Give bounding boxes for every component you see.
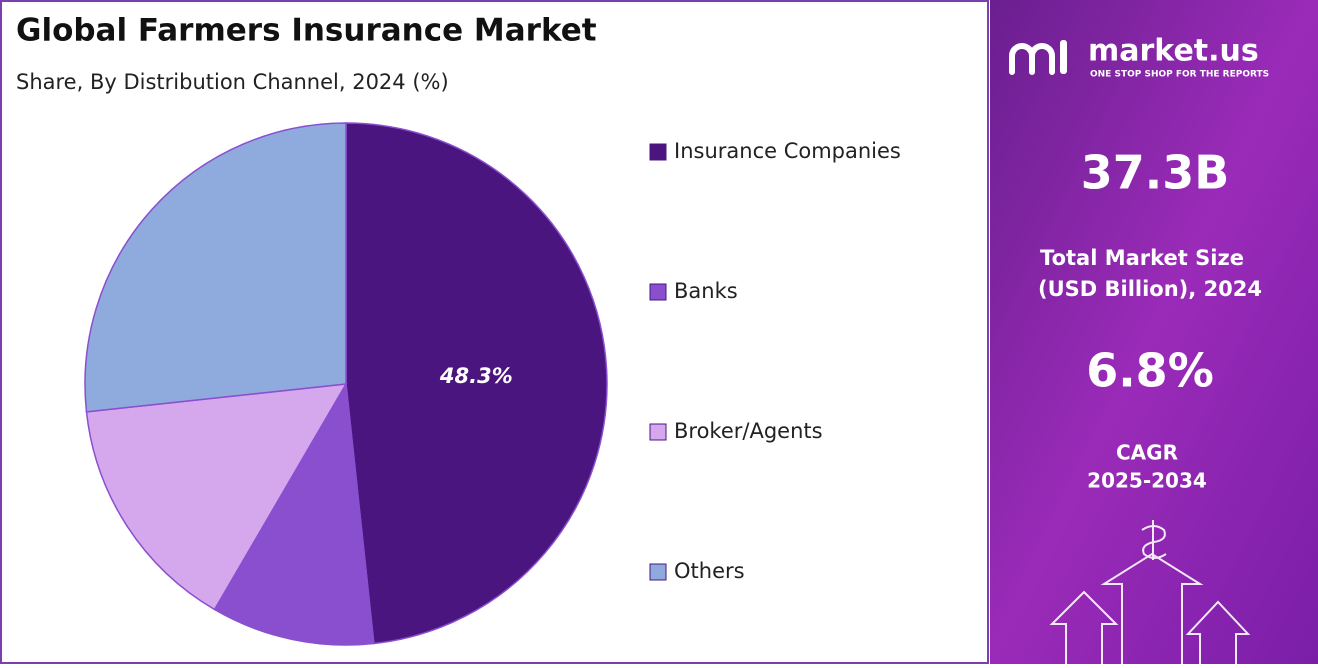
legend-label: Banks	[674, 279, 738, 303]
logo-icon	[1009, 40, 1067, 75]
legend-swatch	[649, 283, 667, 301]
legend-label: Broker/Agents	[674, 419, 823, 443]
legend-label: Others	[674, 559, 745, 583]
pie-slice	[85, 383, 348, 611]
pie-slice	[213, 381, 375, 646]
legend: Insurance Companies Banks Broker/Agents Oth…	[649, 139, 901, 583]
pie-slice	[84, 122, 347, 413]
market-size: 37.3B	[1081, 146, 1230, 200]
tagline: ONE STOP SHOP FOR THE REPORTS	[1090, 70, 1269, 80]
legend-swatch	[649, 143, 667, 161]
arrows-decoration	[1049, 520, 1251, 664]
data-label: 48.3%	[439, 364, 513, 388]
legend-swatch	[649, 423, 667, 441]
brand: market.us	[1088, 34, 1259, 69]
legend-label: Insurance Companies	[674, 139, 901, 163]
cagr-value: 6.8%	[1086, 344, 1214, 398]
pie: 48.3%	[84, 122, 608, 646]
chart-title: Global Farmers Insurance Market	[16, 13, 597, 49]
market-size-label: Total Market Size	[1040, 246, 1244, 270]
market-size-label: (USD Billion), 2024	[1038, 277, 1262, 301]
cagr-label: 2025-2034	[1087, 469, 1207, 493]
side-panel	[990, 0, 1318, 664]
cagr-label: CAGR	[1116, 441, 1178, 465]
pie-slice	[345, 122, 608, 645]
legend-swatch	[649, 563, 667, 581]
chart-subtitle: Share, By Distribution Channel, 2024 (%)	[16, 70, 449, 94]
